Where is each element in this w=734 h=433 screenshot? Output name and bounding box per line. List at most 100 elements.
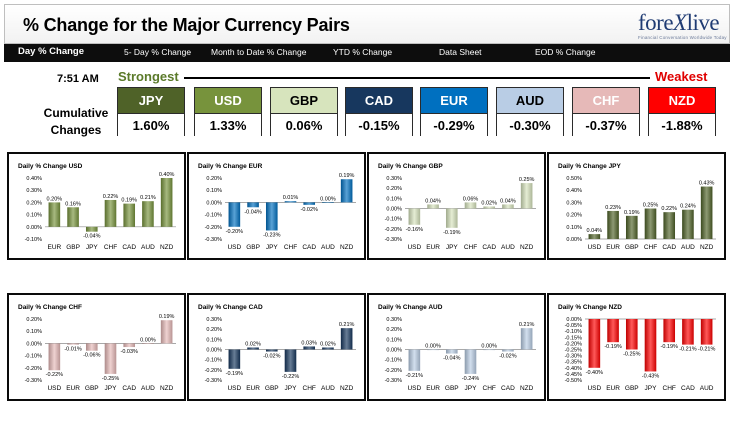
currency-name: AUD [497, 88, 563, 113]
y-tick-label: -0.45% [565, 372, 583, 378]
data-label: -0.02% [263, 354, 281, 360]
y-tick-label: -0.25% [565, 348, 583, 354]
chart-title: Daily % Change AUD [378, 304, 443, 311]
tab-5-day-change[interactable]: 5- Day % Change [124, 47, 192, 57]
data-label: 0.21% [339, 322, 355, 328]
tab-month-to-date-change[interactable]: Month to Date % Change [211, 47, 307, 57]
category-label: NZD [160, 244, 174, 251]
category-label: CHF [464, 244, 477, 251]
category-label: EUR [47, 244, 61, 251]
bar [265, 202, 278, 231]
category-label: USD [47, 385, 61, 392]
category-label: JPY [285, 385, 298, 392]
chart-chf: Daily % Change CHF 0.20% 0.10% 0.00% -0.10% -… [7, 293, 186, 401]
y-tick-label: 0.10% [386, 337, 402, 343]
currency-change-value: -0.29% [421, 113, 487, 136]
bar [483, 349, 496, 351]
y-tick-label: 0.10% [206, 188, 222, 194]
data-label: -0.22% [46, 372, 64, 378]
bar [265, 349, 278, 352]
chart-usd: Daily % Change USD 0.40% 0.30% 0.20% 0.10% 0.… [7, 152, 186, 260]
bar-chart-svg: Daily % Change EUR 0.20% 0.10% 0.00% -0.10% -… [198, 163, 356, 251]
y-tick-label: 0.30% [386, 317, 402, 323]
category-label: CAD [122, 244, 136, 251]
bar [228, 202, 241, 227]
y-tick-label: 0.30% [26, 188, 42, 194]
bar-chart-svg: Daily % Change NZD 0.00%-0.05%-0.10%-0.15… [558, 304, 716, 392]
y-tick-label: 0.10% [26, 329, 42, 335]
y-tick-label: -0.10% [205, 213, 223, 219]
strongest-label: Strongest [118, 69, 179, 84]
category-label: JPY [465, 385, 478, 392]
y-tick-label: -0.35% [565, 360, 583, 366]
category-label: CAD [122, 385, 136, 392]
category-label: USD [227, 244, 241, 251]
currency-name: GBP [271, 88, 337, 113]
data-label: 0.02% [481, 200, 497, 206]
data-label: 0.00% [140, 337, 156, 343]
bar-chart-svg: Daily % Change USD 0.40% 0.30% 0.20% 0.10% 0.… [18, 163, 176, 251]
bar [303, 202, 316, 205]
cumulative-label-line1: Cumulative [43, 106, 109, 120]
logo-wordmark: foreXlive [638, 10, 728, 35]
y-tick-label: 0.30% [566, 200, 582, 206]
y-tick-label: 0.10% [566, 225, 582, 231]
data-label: 0.25% [643, 203, 659, 209]
category-label: AUD [321, 244, 335, 251]
tab-ytd-change[interactable]: YTD % Change [333, 47, 393, 57]
category-label: CHF [104, 244, 117, 251]
chart-title: Daily % Change GBP [378, 163, 443, 170]
y-tick-label: -0.10% [205, 358, 223, 364]
data-label: -0.03% [120, 349, 138, 355]
chart-cad: Daily % Change CAD 0.30% 0.20% 0.10% 0.00% -0… [187, 293, 366, 401]
data-label: 0.19% [159, 314, 175, 320]
currency-name: JPY [118, 88, 184, 113]
currency-name: NZD [649, 88, 715, 113]
category-label: CHF [303, 385, 316, 392]
chart-title: Daily % Change CAD [198, 304, 263, 311]
bar [663, 212, 676, 239]
y-tick-label: -0.30% [25, 378, 43, 384]
tab-day-change[interactable]: Day % Change [18, 46, 84, 57]
header: % Change for the Major Currency Pairs fo… [0, 0, 734, 62]
category-label: AUD [141, 385, 155, 392]
chart-title: Daily % Change USD [18, 163, 83, 170]
currency-name: USD [195, 88, 261, 113]
data-label: -0.20% [226, 229, 244, 235]
category-label: CHF [284, 244, 297, 251]
y-tick-label: -0.50% [565, 378, 583, 384]
category-label: NZD [520, 244, 534, 251]
summary-panel: 7:51 AM Strongest Weakest Cumulative Cha… [0, 62, 734, 146]
y-tick-label: 0.20% [386, 186, 402, 192]
category-label: CHF [483, 385, 496, 392]
forexlive-logo[interactable]: foreXlive Financial Conversation Worldwi… [638, 10, 728, 44]
category-label: GBP [246, 244, 260, 251]
data-label: 0.23% [605, 205, 621, 211]
y-tick-label: 0.20% [386, 327, 402, 333]
data-label: -0.19% [443, 230, 461, 236]
category-label: NZD [340, 244, 354, 251]
bar [284, 349, 297, 372]
bar [104, 343, 117, 374]
currency-tile-aud: AUD -0.30% [496, 87, 564, 136]
y-tick-label: 0.20% [26, 317, 42, 323]
category-label: GBP [625, 244, 639, 251]
bar [445, 349, 458, 354]
data-label: -0.25% [102, 376, 120, 382]
category-label: CAD [681, 385, 695, 392]
category-label: USD [407, 244, 421, 251]
data-label: -0.01% [64, 347, 82, 353]
bar [607, 210, 619, 239]
currency-change-value: 0.06% [271, 113, 337, 136]
bar [48, 202, 61, 227]
logo-x: X [673, 10, 687, 35]
bar [644, 319, 657, 372]
y-tick-label: -0.30% [565, 354, 583, 360]
tab-eod-change[interactable]: EOD % Change [535, 47, 596, 57]
tab-data-sheet[interactable]: Data Sheet [439, 47, 482, 57]
data-label: 0.02% [320, 341, 336, 347]
data-label: 0.00% [320, 196, 336, 202]
chart-jpy: Daily % Change JPY 0.50% 0.40% 0.30% 0.20% 0.… [547, 152, 726, 260]
category-label: EUR [426, 385, 440, 392]
data-label: -0.24% [462, 376, 480, 382]
